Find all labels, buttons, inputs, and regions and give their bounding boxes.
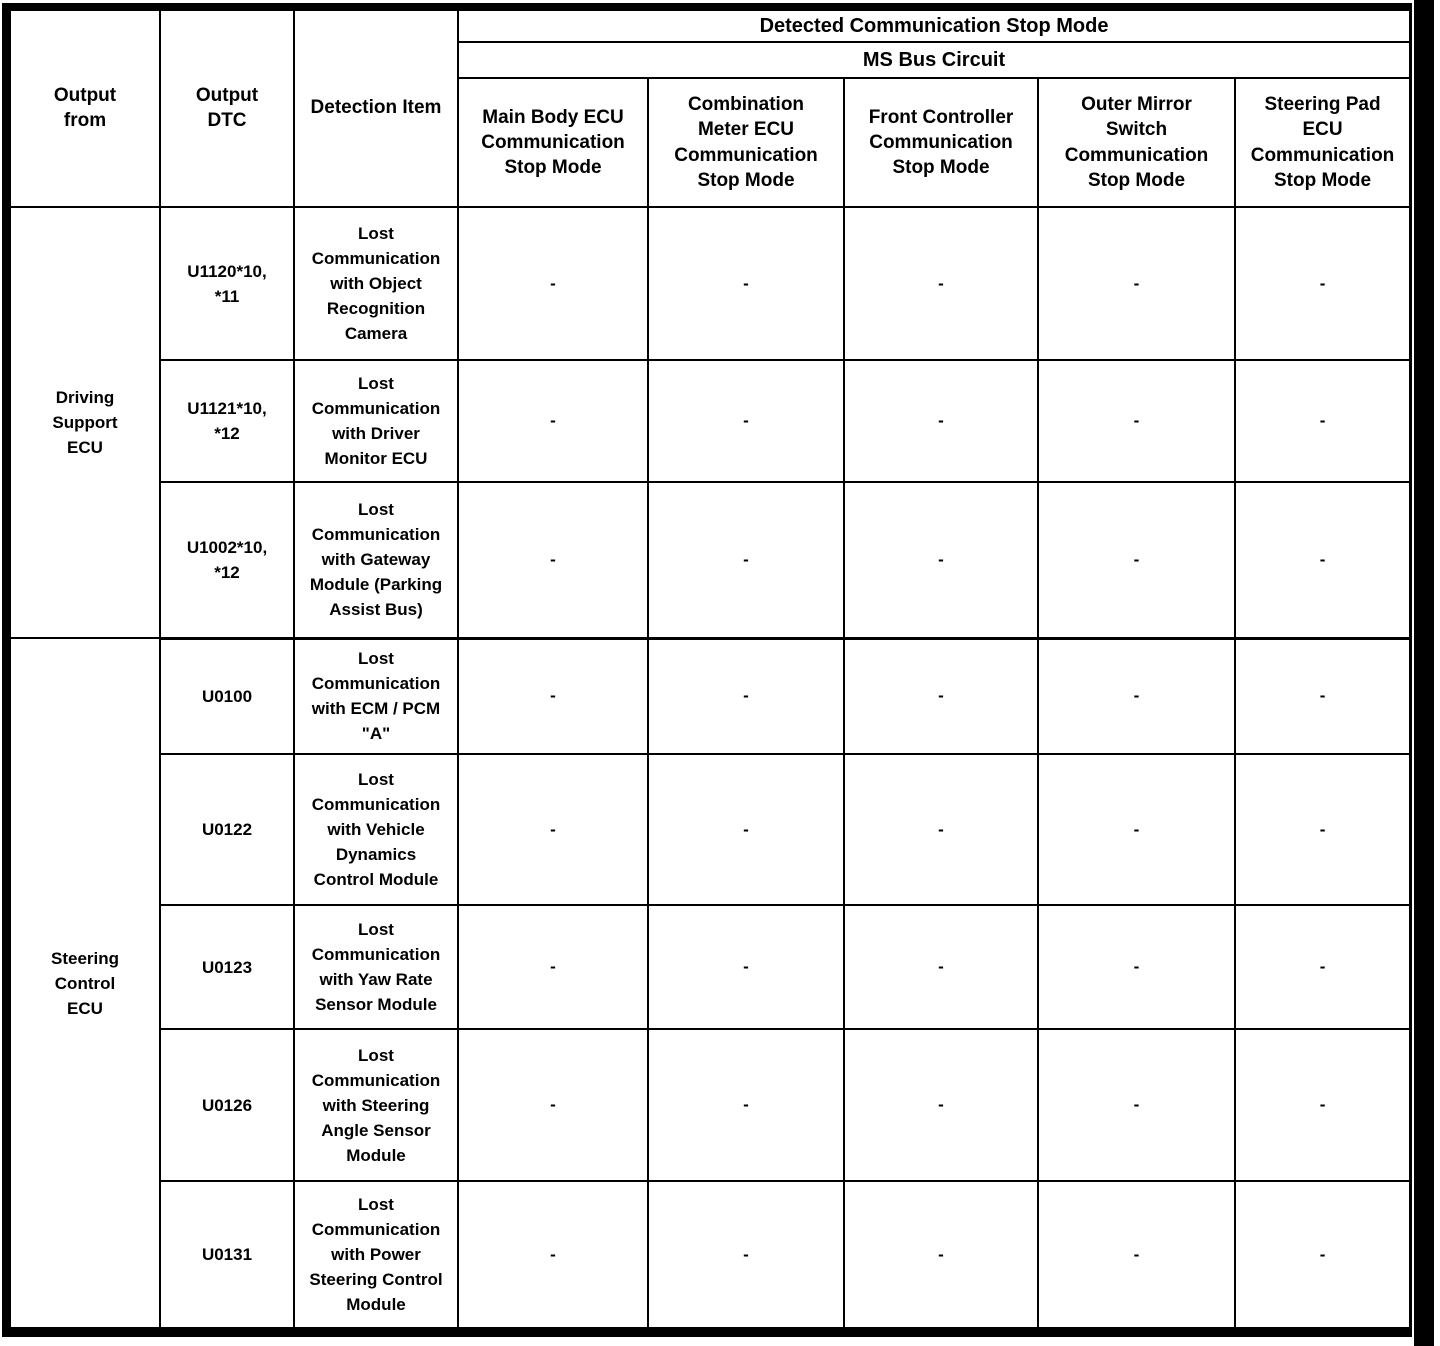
table-row: U1121*10, *12 Lost Communication with Dr… bbox=[10, 359, 1412, 483]
detection-item-cell: Lost Communication with Steering Angle S… bbox=[293, 1028, 459, 1182]
stop-mode-value-cell: - bbox=[1037, 359, 1236, 483]
stop-mode-value-cell: - bbox=[1037, 904, 1236, 1030]
stop-mode-value-cell: - bbox=[843, 359, 1039, 483]
table-row: U0131 Lost Communication with Power Stee… bbox=[10, 1180, 1412, 1329]
output-from-cell: Driving Support ECU bbox=[9, 206, 161, 639]
detection-item-cell: Lost Communication with Yaw Rate Sensor … bbox=[293, 904, 459, 1030]
header-output-dtc: Output DTC bbox=[159, 9, 295, 208]
dtc-cell: U1120*10, *11 bbox=[159, 206, 295, 361]
stop-mode-value-cell: - bbox=[843, 206, 1039, 361]
stop-mode-value-cell: - bbox=[647, 1028, 845, 1182]
table-row: U0123 Lost Communication with Yaw Rate S… bbox=[10, 904, 1412, 1030]
stop-mode-value-cell: - bbox=[647, 753, 845, 906]
stop-mode-value-cell: - bbox=[457, 904, 649, 1030]
detection-item-cell: Lost Communication with Driver Monitor E… bbox=[293, 359, 459, 483]
dtc-table: Output from Output DTC Detection Item De… bbox=[9, 9, 1412, 1329]
header-outer-mirror-switch: Outer Mirror Switch Communication Stop M… bbox=[1037, 77, 1236, 208]
dtc-cell: U0126 bbox=[159, 1028, 295, 1182]
stop-mode-value-cell: - bbox=[843, 481, 1039, 640]
stop-mode-value-cell: - bbox=[843, 637, 1039, 755]
stop-mode-value-cell: - bbox=[843, 904, 1039, 1030]
stop-mode-value-cell: - bbox=[1233, 1180, 1412, 1329]
dtc-cell: U0131 bbox=[159, 1180, 295, 1329]
stop-mode-value-cell: - bbox=[457, 753, 649, 906]
header-combination-meter-ecu: Combination Meter ECU Communication Stop… bbox=[647, 77, 845, 208]
scan-edge-bar bbox=[1414, 0, 1434, 1346]
stop-mode-value-cell: - bbox=[1233, 481, 1412, 640]
dtc-cell: U0123 bbox=[159, 904, 295, 1030]
stop-mode-value-cell: - bbox=[647, 206, 845, 361]
header-steering-pad-ecu: Steering Pad ECU Communication Stop Mode bbox=[1233, 77, 1412, 208]
table-row: Driving Support ECU U1120*10, *11 Lost C… bbox=[9, 206, 1412, 639]
header-ms-bus-circuit: MS Bus Circuit bbox=[456, 41, 1412, 79]
stop-mode-value-cell: - bbox=[1037, 481, 1236, 640]
stop-mode-value-cell: - bbox=[457, 359, 649, 483]
dtc-cell: U0100 bbox=[159, 637, 295, 755]
stop-mode-value-cell: - bbox=[647, 904, 845, 1030]
detection-item-cell: Lost Communication with Power Steering C… bbox=[293, 1180, 459, 1329]
detection-item-cell: Lost Communication with Object Recogniti… bbox=[293, 206, 459, 361]
stop-mode-value-cell: - bbox=[647, 481, 845, 640]
dtc-table-frame: Output from Output DTC Detection Item De… bbox=[2, 3, 1412, 1337]
detection-item-cell: Lost Communication with Gateway Module (… bbox=[293, 481, 459, 640]
table-row: U0122 Lost Communication with Vehicle Dy… bbox=[10, 753, 1412, 906]
stop-mode-value-cell: - bbox=[1233, 753, 1412, 906]
stop-mode-value-cell: - bbox=[647, 359, 845, 483]
stop-mode-value-cell: - bbox=[457, 1180, 649, 1329]
stop-mode-value-cell: - bbox=[1233, 206, 1412, 361]
stop-mode-value-cell: - bbox=[1233, 1028, 1412, 1182]
table-row: Steering Control ECU U0100 Lost Communic… bbox=[9, 637, 1412, 1329]
stop-mode-value-cell: - bbox=[1037, 753, 1236, 906]
header-row-bus: MS Bus Circuit bbox=[10, 41, 1412, 79]
stop-mode-value-cell: - bbox=[1037, 1028, 1236, 1182]
header-row-columns: Main Body ECU Communication Stop Mode Co… bbox=[10, 77, 1412, 208]
stop-mode-value-cell: - bbox=[647, 1180, 845, 1329]
header-output-from: Output from bbox=[9, 9, 161, 208]
stop-mode-value-cell: - bbox=[843, 1180, 1039, 1329]
stop-mode-value-cell: - bbox=[843, 753, 1039, 906]
table-row: U1002*10, *12 Lost Communication with Ga… bbox=[10, 481, 1412, 640]
header-row-detected: Output from Output DTC Detection Item De… bbox=[9, 9, 1412, 208]
header-front-controller: Front Controller Communication Stop Mode bbox=[843, 77, 1039, 208]
stop-mode-value-cell: - bbox=[1037, 1180, 1236, 1329]
detection-item-cell: Lost Communication with Vehicle Dynamics… bbox=[293, 753, 459, 906]
header-main-body-ecu: Main Body ECU Communication Stop Mode bbox=[457, 77, 649, 208]
detection-item-cell: Lost Communication with ECM / PCM "A" bbox=[293, 637, 459, 755]
output-from-cell: Steering Control ECU bbox=[9, 637, 161, 1329]
stop-mode-value-cell: - bbox=[843, 1028, 1039, 1182]
stop-mode-value-cell: - bbox=[1233, 904, 1412, 1030]
stop-mode-value-cell: - bbox=[457, 206, 649, 361]
header-detection-item: Detection Item bbox=[293, 9, 459, 208]
table-row: U0126 Lost Communication with Steering A… bbox=[10, 1028, 1412, 1182]
stop-mode-value-cell: - bbox=[647, 637, 845, 755]
stop-mode-value-cell: - bbox=[457, 481, 649, 640]
header-detected-communication-stop-mode: Detected Communication Stop Mode bbox=[456, 9, 1412, 43]
dtc-cell: U0122 bbox=[159, 753, 295, 906]
dtc-cell: U1002*10, *12 bbox=[159, 481, 295, 640]
stop-mode-value-cell: - bbox=[1037, 206, 1236, 361]
dtc-cell: U1121*10, *12 bbox=[159, 359, 295, 483]
stop-mode-value-cell: - bbox=[457, 637, 649, 755]
stop-mode-value-cell: - bbox=[1233, 637, 1412, 755]
stop-mode-value-cell: - bbox=[1037, 637, 1236, 755]
stop-mode-value-cell: - bbox=[1233, 359, 1412, 483]
stop-mode-value-cell: - bbox=[457, 1028, 649, 1182]
